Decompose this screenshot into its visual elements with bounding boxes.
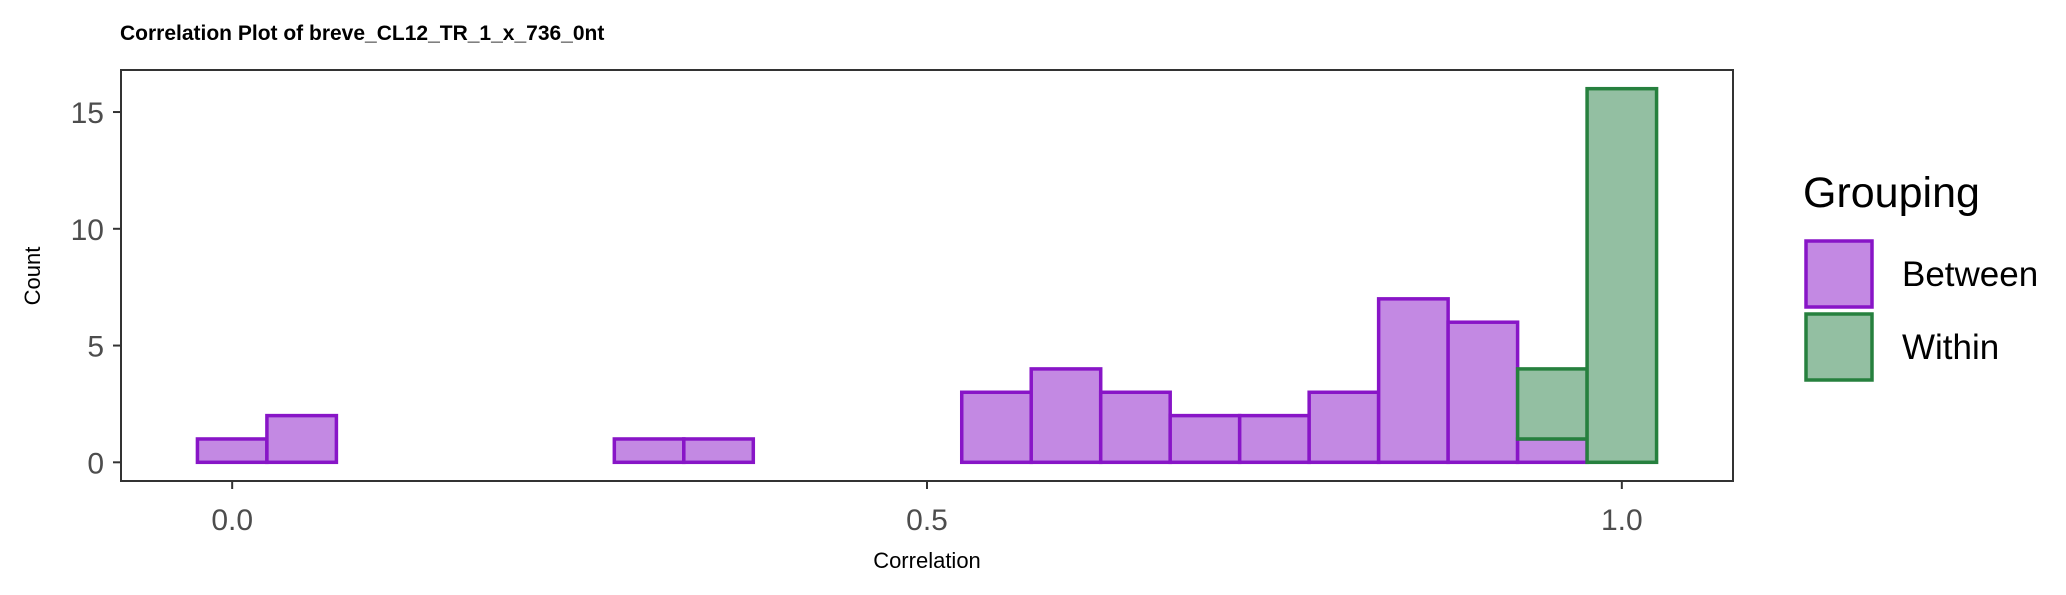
bar-between-bin-0 [195,437,269,465]
x-axis-label: Correlation [873,548,981,573]
x-tick-label-1: 0.5 [906,504,948,537]
y-tick-label-2: 10 [71,214,104,247]
legend-title: Grouping [1803,169,1980,217]
bar-between-bin-1 [265,413,339,465]
x-tick-label-0: 0.0 [211,504,253,537]
x-tick-label-2: 1.0 [1601,504,1643,537]
bar-between-bin-12 [1029,367,1103,465]
y-tick-label-0: 0 [87,447,104,480]
bar-within-bin-20 [1585,86,1659,465]
bar-between-bin-14 [1168,413,1242,465]
y-tick-label-1: 5 [87,331,104,364]
y-axis-label: Count [20,247,45,306]
legend-swatch-between [1804,239,1874,309]
bars-layer [195,86,1659,465]
axes-layer: 0.0 0.5 1.0 0 5 10 15 [71,97,1643,537]
bar-between-bin-17 [1376,297,1450,465]
legend-label-between: Between [1902,255,2038,294]
bar-between-bin-11 [959,390,1033,465]
legend-swatch-within [1804,312,1874,382]
legend-label-within: Within [1902,328,1999,367]
legend-items: Between Within [1804,239,2038,382]
legend: Grouping Between Within [1803,169,2038,382]
bar-between-bin-18 [1446,320,1520,465]
bar-between-bin-7 [682,437,756,465]
bar-between-bin-6 [612,437,686,465]
bar-between-bin-13 [1098,390,1172,465]
bar-within-bin-19 [1515,367,1589,441]
bar-between-bin-15 [1237,413,1311,465]
bar-between-bin-16 [1307,390,1381,465]
chart-title: Correlation Plot of breve_CL12_TR_1_x_73… [120,22,604,45]
y-tick-label-3: 15 [71,97,104,130]
bar-between-bin-19 [1515,437,1589,465]
